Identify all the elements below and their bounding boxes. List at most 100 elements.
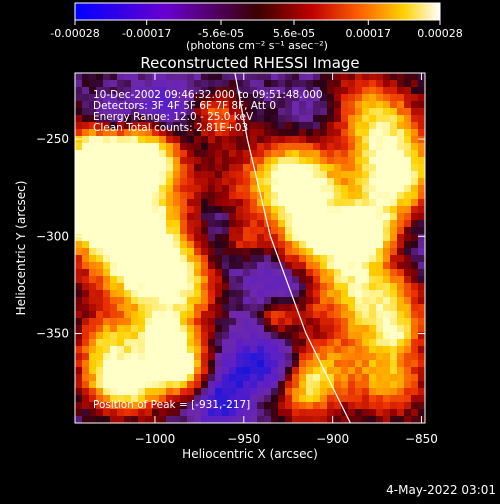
heatmap-cell — [285, 332, 293, 340]
heatmap-cell — [348, 332, 356, 340]
info-line-time: 10-Dec-2002 09:46:32.000 to 09:51:48.000 — [93, 89, 323, 101]
heatmap-cell — [292, 388, 300, 396]
heatmap-cell — [404, 199, 412, 207]
heatmap-cell — [376, 395, 384, 403]
heatmap-cell — [313, 129, 321, 137]
heatmap-cell — [376, 402, 384, 410]
heatmap-cell — [390, 171, 398, 179]
heatmap-cell — [124, 164, 132, 172]
heatmap-cell — [376, 332, 384, 340]
heatmap-cell — [89, 164, 97, 172]
heatmap-cell — [411, 199, 419, 207]
heatmap-cell — [96, 388, 104, 396]
heatmap-cell — [124, 388, 132, 396]
heatmap-cell — [299, 297, 307, 305]
heatmap-cell — [383, 234, 391, 242]
heatmap-cell — [383, 409, 391, 417]
heatmap-cell — [383, 304, 391, 312]
heatmap-cell — [348, 304, 356, 312]
heatmap-cell — [96, 213, 104, 221]
heatmap-cell — [187, 339, 195, 347]
heatmap-cell — [411, 276, 419, 284]
heatmap-cell — [166, 220, 174, 228]
heatmap-cell — [327, 192, 335, 200]
heatmap-cell — [411, 185, 419, 193]
heatmap-cell — [124, 171, 132, 179]
heatmap-cell — [131, 185, 139, 193]
heatmap-cell — [362, 122, 370, 130]
heatmap-cell — [180, 283, 188, 291]
heatmap-cell — [376, 283, 384, 291]
heatmap-cell — [341, 171, 349, 179]
heatmap-cell — [89, 283, 97, 291]
heatmap-cell — [145, 339, 153, 347]
heatmap-cell — [292, 136, 300, 144]
heatmap-cell — [194, 115, 202, 123]
heatmap-cell — [117, 332, 125, 340]
heatmap-cell — [355, 248, 363, 256]
heatmap-cell — [215, 234, 223, 242]
heatmap-cell — [215, 143, 223, 151]
info-line-detectors: Detectors: 3F 4F 5F 6F 7F 8F, Att 0 — [93, 100, 276, 112]
heatmap-cell — [313, 206, 321, 214]
heatmap-cell — [208, 402, 216, 410]
heatmap-cell — [341, 164, 349, 172]
heatmap-cell — [390, 248, 398, 256]
heatmap-cell — [82, 381, 90, 389]
heatmap-cell — [173, 199, 181, 207]
heatmap-cell — [124, 402, 132, 410]
heatmap-cell — [229, 213, 237, 221]
heatmap-cell — [250, 248, 258, 256]
heatmap-cell — [341, 395, 349, 403]
heatmap-cell — [376, 374, 384, 382]
heatmap-cell — [369, 367, 377, 375]
heatmap-cell — [250, 108, 258, 116]
heatmap-cell — [229, 297, 237, 305]
heatmap-cell — [131, 374, 139, 382]
heatmap-cell — [82, 87, 90, 95]
heatmap-cell — [159, 395, 167, 403]
heatmap-cell — [418, 164, 425, 172]
heatmap-cell — [82, 332, 90, 340]
heatmap-cell — [299, 157, 307, 165]
heatmap-cell — [299, 136, 307, 144]
heatmap-cell — [376, 94, 384, 102]
heatmap-cell — [278, 304, 286, 312]
heatmap-cell — [418, 136, 425, 144]
heatmap-cell — [285, 87, 293, 95]
heatmap-cell — [355, 402, 363, 410]
heatmap-cell — [369, 164, 377, 172]
heatmap-cell — [418, 248, 425, 256]
heatmap-cell — [236, 213, 244, 221]
heatmap-cell — [369, 325, 377, 333]
heatmap-cell — [411, 311, 419, 319]
heatmap-cell — [103, 276, 111, 284]
heatmap-cell — [418, 192, 425, 200]
heatmap-cell — [348, 283, 356, 291]
heatmap-cell — [82, 157, 90, 165]
heatmap-cell — [96, 199, 104, 207]
heatmap-cell — [404, 332, 412, 340]
heatmap-cell — [110, 346, 118, 354]
heatmap-cell — [138, 262, 146, 270]
heatmap-cell — [194, 199, 202, 207]
heatmap-cell — [355, 409, 363, 417]
heatmap-cell — [187, 234, 195, 242]
heatmap-cell — [152, 388, 160, 396]
heatmap-cell — [173, 192, 181, 200]
heatmap-cell — [278, 276, 286, 284]
heatmap-cell — [131, 171, 139, 179]
heatmap-cell — [320, 283, 328, 291]
heatmap-cell — [278, 234, 286, 242]
heatmap-cell — [103, 409, 111, 417]
heatmap-cell — [236, 367, 244, 375]
heatmap-cell — [131, 318, 139, 326]
heatmap-cell — [264, 374, 272, 382]
heatmap-cell — [82, 122, 90, 130]
heatmap-cell — [166, 416, 174, 423]
heatmap-cell — [390, 325, 398, 333]
heatmap-cell — [159, 87, 167, 95]
heatmap-cell — [313, 248, 321, 256]
heatmap-cell — [285, 381, 293, 389]
heatmap-cell — [166, 297, 174, 305]
